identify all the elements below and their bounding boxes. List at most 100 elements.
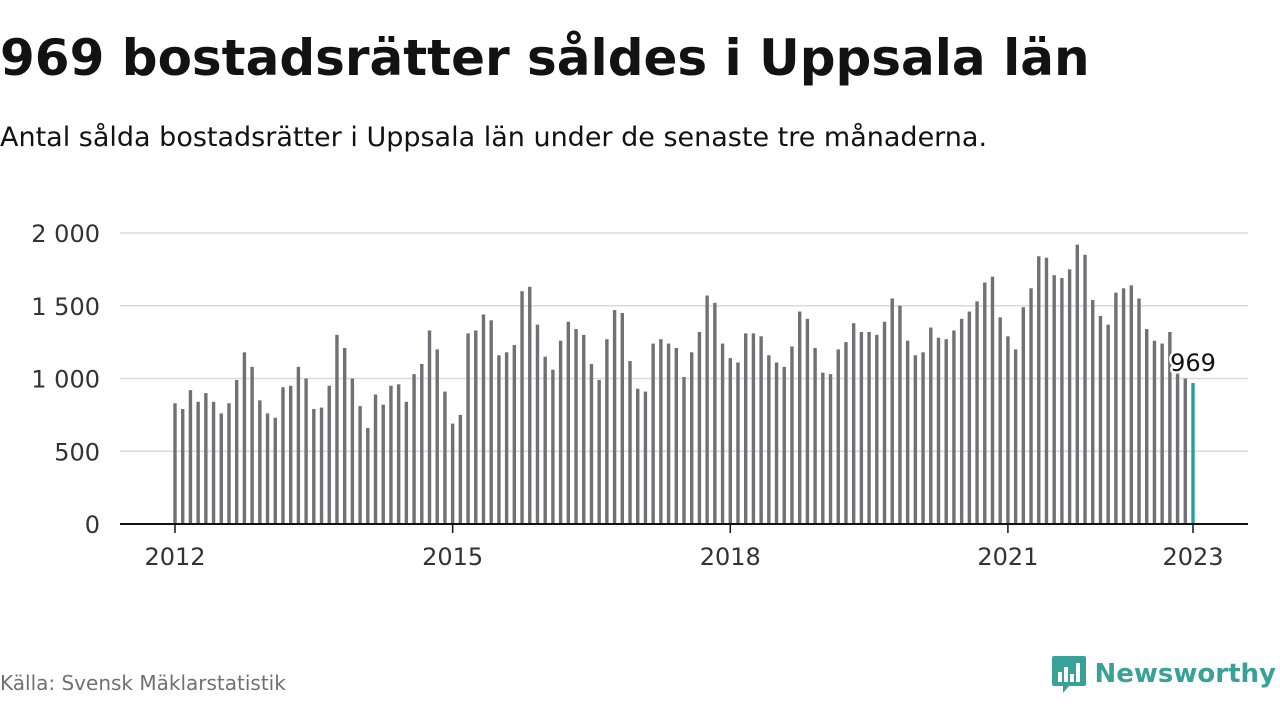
bar: [682, 377, 685, 524]
bar: [489, 320, 492, 524]
bar: [945, 339, 948, 524]
bar: [1137, 298, 1140, 524]
bar: [320, 408, 323, 524]
bar: [983, 282, 986, 524]
bar: [644, 392, 647, 524]
bar: [1014, 349, 1017, 524]
bar: [590, 364, 593, 524]
bar: [274, 418, 277, 524]
bar: [860, 332, 863, 524]
x-tick-label: 2023: [1162, 543, 1223, 571]
bar: [659, 339, 662, 524]
bar: [212, 402, 215, 524]
brand-name: Newsworthy: [1095, 659, 1276, 689]
bar-chart: 05001 0001 5002 000 2012 2015 2018 2021 2023…: [0, 0, 1280, 720]
x-axis-ticks: 2012 2015 2018 2021 2023: [144, 524, 1223, 571]
bar: [196, 402, 199, 524]
highlight-bar: [1191, 383, 1194, 524]
bar: [852, 323, 855, 524]
bar: [451, 424, 454, 524]
x-tick-label: 2012: [144, 543, 205, 571]
bar: [312, 409, 315, 524]
bar: [1029, 288, 1032, 524]
bar: [1145, 329, 1148, 524]
bar: [1006, 336, 1009, 524]
bar: [559, 341, 562, 524]
bar: [736, 362, 739, 524]
bar: [1153, 341, 1156, 524]
bar: [420, 364, 423, 524]
bar: [304, 379, 307, 525]
bar: [443, 392, 446, 524]
bar: [729, 358, 732, 524]
bar: [428, 330, 431, 524]
bar: [821, 373, 824, 524]
y-tick-label: 0: [85, 511, 100, 539]
bar: [482, 314, 485, 524]
bar: [813, 348, 816, 524]
y-axis-tick-labels: 0 500 1 000 1 500 2 000: [31, 220, 100, 539]
bar: [536, 325, 539, 524]
bar: [767, 355, 770, 524]
bar: [351, 379, 354, 525]
bar: [505, 352, 508, 524]
bar: [189, 390, 192, 524]
bar: [497, 355, 500, 524]
bar: [412, 374, 415, 524]
bar: [343, 348, 346, 524]
bar: [1106, 325, 1109, 524]
bar: [173, 403, 176, 524]
bar: [474, 330, 477, 524]
bar: [744, 333, 747, 524]
bar: [1184, 379, 1187, 525]
bar: [574, 329, 577, 524]
bar: [397, 384, 400, 524]
bar: [181, 409, 184, 524]
bar: [898, 306, 901, 524]
bar: [289, 386, 292, 524]
bar: [520, 291, 523, 524]
bar: [1176, 361, 1179, 524]
bar: [705, 296, 708, 524]
bar: [914, 355, 917, 524]
bar: [883, 322, 886, 524]
brand-logo: Newsworthy: [1051, 652, 1276, 696]
bar: [366, 428, 369, 524]
chart-page: 969 bostadsrätter såldes i Uppsala län A…: [0, 0, 1280, 720]
newsworthy-logo-icon: [1051, 654, 1087, 694]
bar: [1068, 269, 1071, 524]
bar: [975, 301, 978, 524]
bar: [389, 386, 392, 524]
bar: [374, 395, 377, 524]
x-tick-label: 2015: [422, 543, 483, 571]
bar: [998, 317, 1001, 524]
bar: [567, 322, 570, 524]
y-tick-label: 500: [54, 438, 100, 466]
bar: [906, 341, 909, 524]
bar: [1052, 275, 1055, 524]
bar: [929, 328, 932, 524]
bar: [405, 402, 408, 524]
bar: [636, 389, 639, 524]
source-note: Källa: Svensk Mäklarstatistik: [0, 668, 286, 698]
bar: [436, 349, 439, 524]
bar: [621, 313, 624, 524]
y-tick-label: 2 000: [31, 220, 100, 248]
highlight-value-label: 969: [1170, 349, 1216, 377]
bar: [1083, 255, 1086, 524]
bar: [243, 352, 246, 524]
bar: [867, 332, 870, 524]
bar: [837, 349, 840, 524]
bar: [1160, 344, 1163, 524]
bar: [1060, 278, 1063, 524]
bar: [528, 287, 531, 524]
bar: [1022, 307, 1025, 524]
bar: [790, 346, 793, 524]
bar: [543, 357, 546, 524]
bar: [250, 367, 253, 524]
bar: [937, 338, 940, 524]
bar: [466, 333, 469, 524]
bar: [667, 344, 670, 524]
bar: [1122, 288, 1125, 524]
bar: [698, 332, 701, 524]
